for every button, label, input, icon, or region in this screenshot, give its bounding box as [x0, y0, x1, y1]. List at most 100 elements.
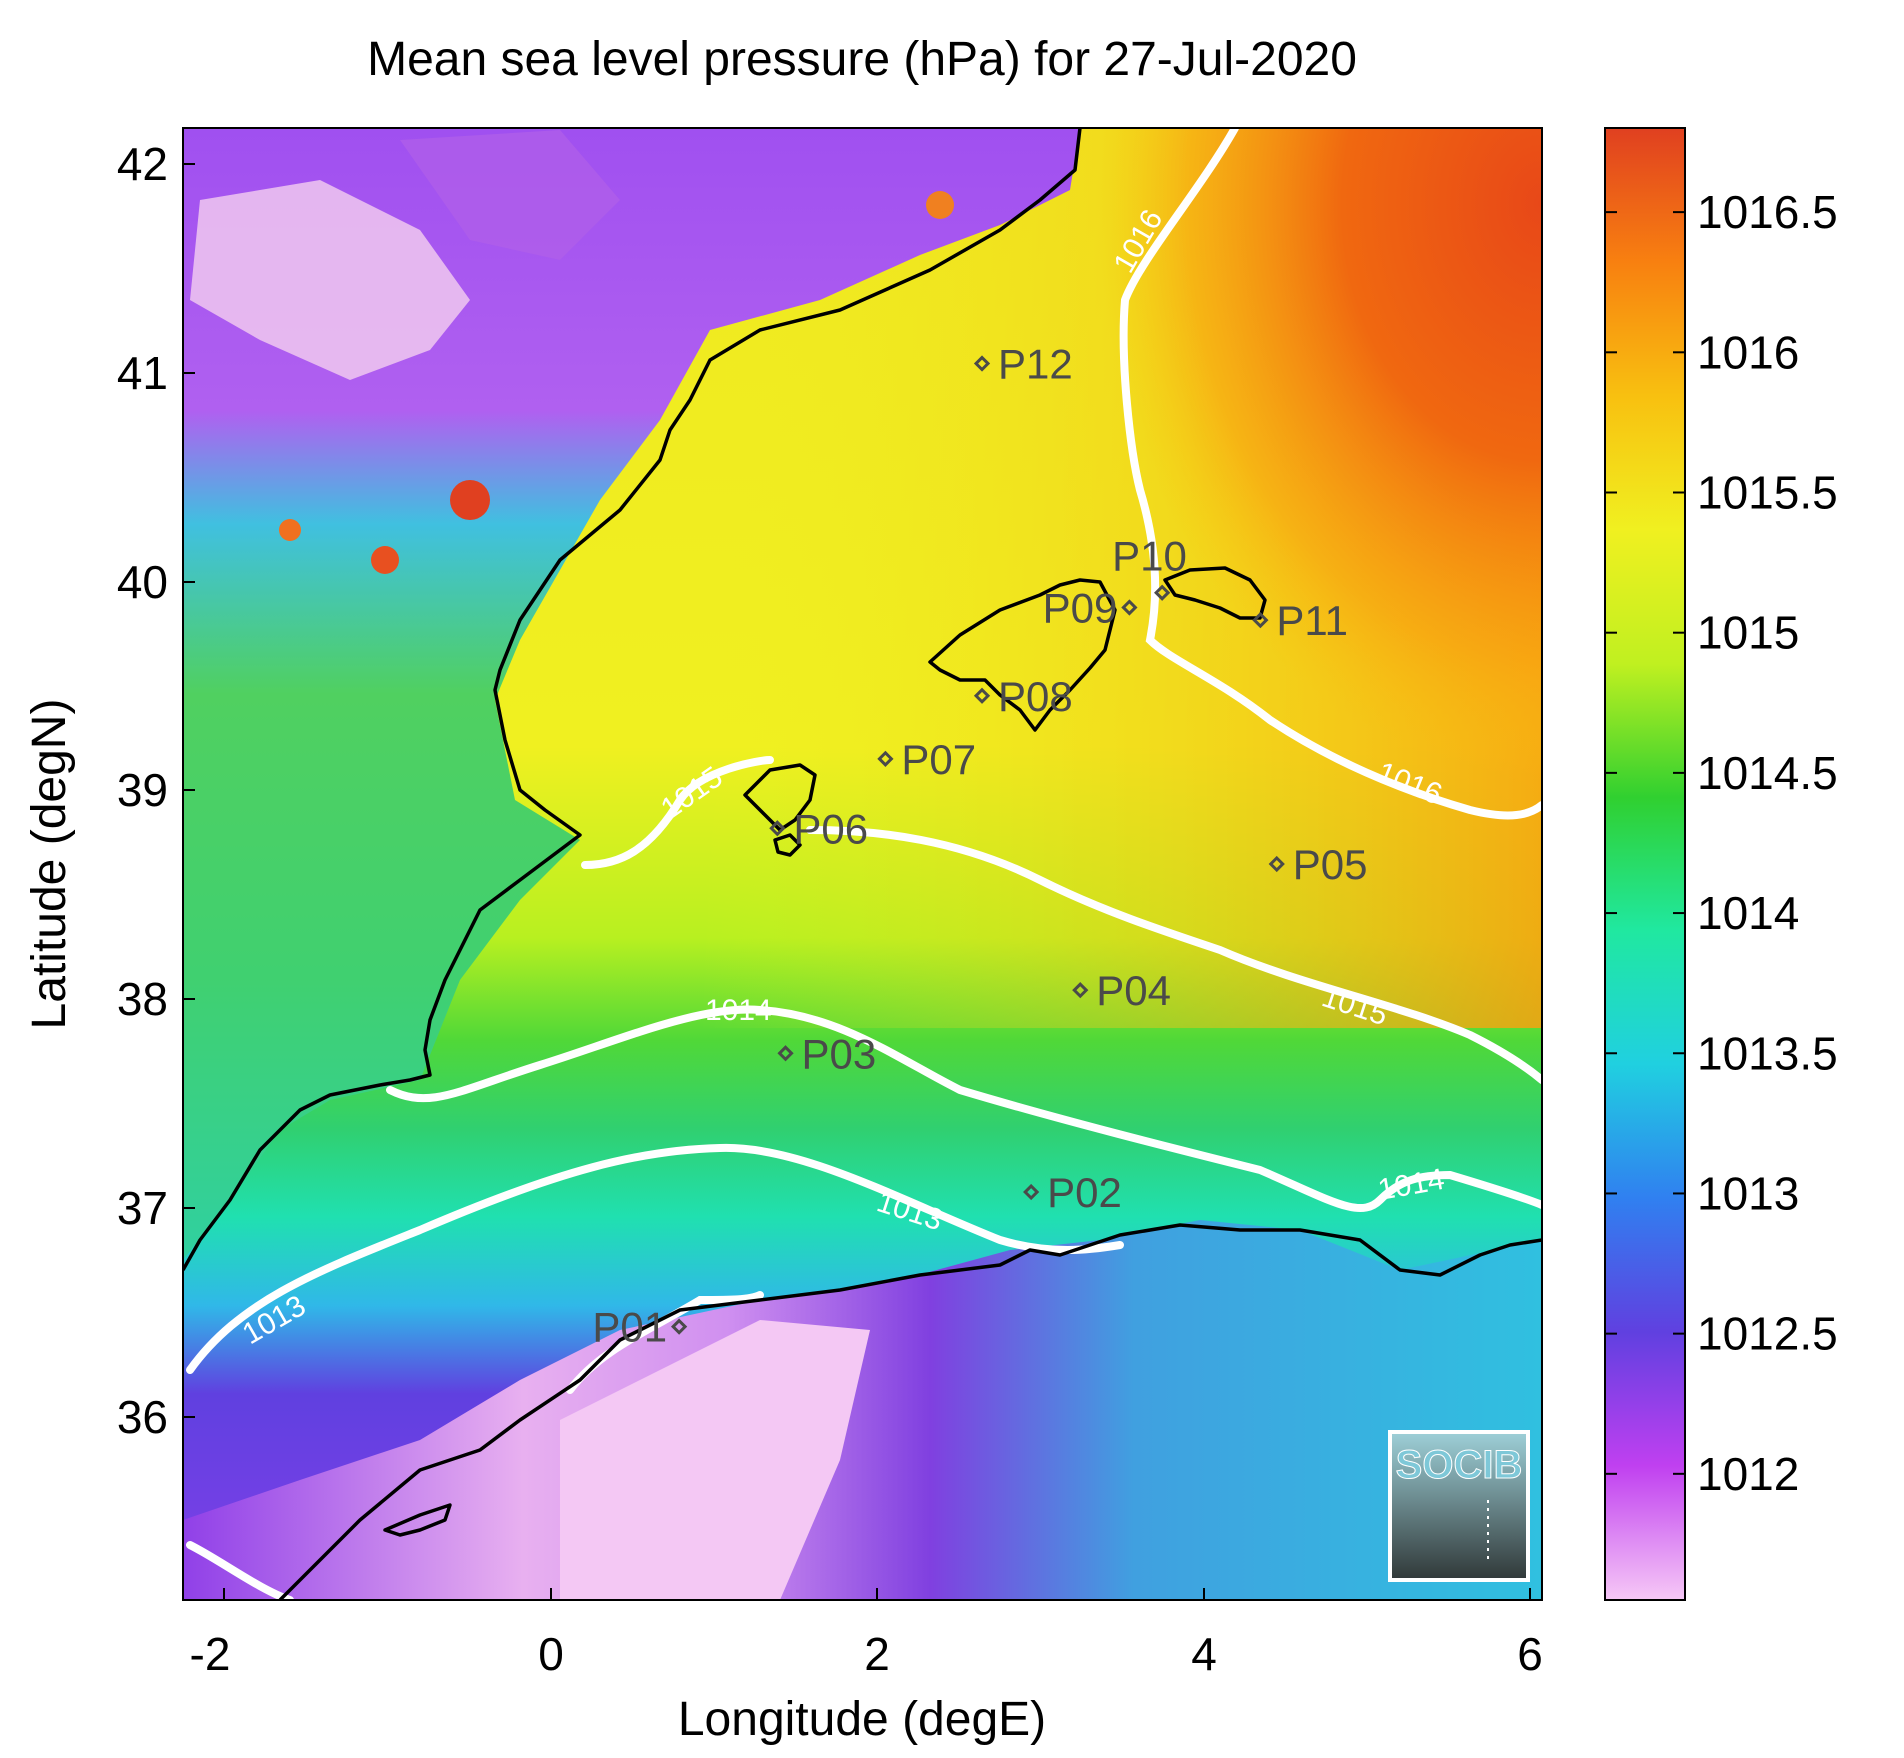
station-marker-icon: [1268, 855, 1285, 873]
x-tick-label: -2: [190, 1628, 231, 1680]
x-tick-label: 6: [1517, 1628, 1543, 1680]
logo-box: [1388, 1430, 1530, 1582]
field-northeast-high: [950, 128, 1542, 888]
land-hot-spot-2: [371, 546, 399, 574]
colorbar-tick-label: 1015: [1697, 607, 1799, 659]
station-marker-icon: [1121, 599, 1138, 616]
y-tick-label: 36: [117, 1391, 168, 1443]
station-marker-icon: [1023, 1183, 1040, 1201]
colorbar-tick-label: 1012: [1697, 1448, 1799, 1500]
station-marker-icon: [1252, 611, 1269, 629]
colorbar-tick-label: 1014.5: [1697, 747, 1838, 799]
x-tick-label: 4: [1191, 1628, 1217, 1680]
station-p01: P01: [592, 1304, 688, 1351]
y-tick-label: 37: [117, 1182, 168, 1234]
coastline-mallorca: [928, 578, 1117, 732]
isobar-1015: [806, 826, 1542, 1084]
station-marker-icon: [1072, 982, 1089, 999]
station-label: P03: [802, 1030, 877, 1077]
station-p05: P05: [1268, 841, 1368, 888]
isobar-1014: [386, 1005, 1542, 1212]
station-label: P02: [1047, 1169, 1122, 1216]
x-axis: -2 0 2 4 6: [190, 1588, 1543, 1680]
coastline-menorca: [1163, 566, 1267, 620]
y-tick-label: 38: [117, 973, 168, 1025]
station-marker-icon: [973, 355, 991, 372]
x-tick-label: 2: [864, 1628, 890, 1680]
land-hot-spot-3: [279, 519, 301, 541]
station-marker-icon: [769, 820, 786, 837]
colorbar-tick-label: 1013.5: [1697, 1027, 1838, 1079]
station-label: P10: [1112, 533, 1187, 580]
plot-frame: [182, 127, 1543, 1601]
station-label: P05: [1293, 841, 1368, 888]
colorbar-tick-label: 1013: [1697, 1167, 1799, 1219]
x-tick-label: 0: [538, 1628, 564, 1680]
pressure-field: 1013 1013 1014 1014 1015 1015 1016 1016: [183, 128, 1542, 1600]
station-marker-icon: [973, 687, 991, 704]
station-label: P04: [1096, 967, 1171, 1014]
station-p09: P09: [1043, 584, 1138, 631]
station-marker-icon: [877, 750, 894, 767]
station-marker-icon: [670, 1318, 688, 1335]
land-africa-low: [560, 1320, 870, 1600]
station-marker-icon: [777, 1045, 794, 1062]
coastline-iberia: [183, 128, 1082, 1271]
station-p08: P08: [973, 673, 1073, 720]
y-tick-marks: [183, 163, 195, 1418]
station-p10: P10: [1112, 533, 1187, 601]
station-p02: P02: [1023, 1169, 1122, 1216]
y-tick-label: 40: [117, 556, 168, 608]
colorbar-tick-label: 1015.5: [1697, 466, 1838, 518]
colorbar-tick-label: 1012.5: [1697, 1308, 1838, 1360]
coastline-ibiza: [743, 763, 817, 832]
isobar-label: 1014: [705, 994, 772, 1027]
land-iberia: [183, 128, 1080, 1260]
land-purple-patch: [400, 130, 620, 260]
station-p07: P07: [877, 736, 976, 783]
station-label: P09: [1043, 584, 1118, 631]
isobar-1015-west: [581, 756, 774, 869]
station-p11: P11: [1252, 597, 1348, 644]
colorbar-tick-label: 1016: [1697, 326, 1799, 378]
isobar-1016: [1119, 128, 1542, 820]
colorbar: 1016.5 1016 1015.5 1015 1014.5 1014 1013.5 1013…: [1604, 127, 1838, 1601]
colorbar-tick-label: 1014: [1697, 887, 1799, 939]
station-label: P06: [793, 805, 868, 852]
y-axis: 42 41 40 39 38 37 36: [117, 138, 195, 1443]
station-label: P12: [998, 341, 1073, 388]
land-africa: [183, 1220, 1542, 1600]
station-p03: P03: [777, 1030, 877, 1077]
station-label: P01: [592, 1304, 667, 1351]
colorbar-bar: [1604, 127, 1686, 1601]
logo-text: SOCIB: [1396, 1443, 1523, 1487]
chart-title: Mean sea level pressure (hPa) for 27-Jul…: [367, 33, 1357, 86]
isobar-1013-sw: [186, 1541, 294, 1600]
colorbar-tick-label: 1016.5: [1697, 186, 1838, 238]
coastline-formentera: [773, 833, 802, 857]
x-tick-marks: [223, 1588, 1531, 1600]
station-p12: P12: [973, 341, 1073, 388]
socib-logo: SOCIB: [1388, 1430, 1530, 1582]
station-p04: P04: [1072, 967, 1171, 1014]
y-tick-label: 42: [117, 138, 168, 190]
y-tick-label: 39: [117, 764, 168, 816]
y-axis-label: Latitude (degN): [23, 699, 76, 1030]
land-hot-spot-4: [926, 191, 954, 219]
coastline-alboran: [383, 1503, 452, 1537]
station-marker-icon: [1154, 584, 1171, 601]
coastlines: [183, 128, 1542, 1600]
y-tick-label: 41: [117, 347, 168, 399]
land-low-patch: [190, 180, 470, 380]
coastline-africa: [278, 1223, 1542, 1600]
station-p06: P06: [769, 805, 868, 852]
station-label: P08: [998, 673, 1073, 720]
x-axis-label: Longitude (degE): [678, 1693, 1046, 1746]
colorbar-ticks: 1016.5 1016 1015.5 1015 1014.5 1014 1013.5 1013…: [1605, 186, 1838, 1500]
station-label: P11: [1276, 597, 1348, 644]
isobar-1013: [186, 1143, 1124, 1374]
station-label: P07: [901, 736, 976, 783]
land-hot-spot-1: [450, 480, 490, 520]
